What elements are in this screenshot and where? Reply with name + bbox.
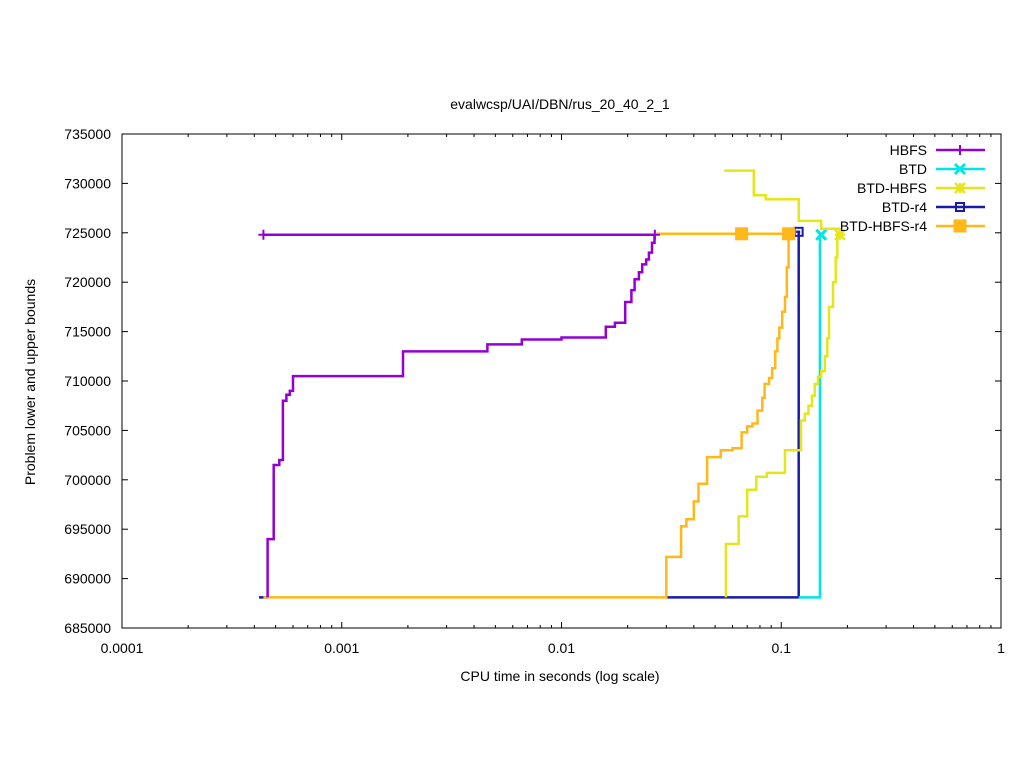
plot-frame xyxy=(121,133,1002,629)
y-tick-label: 735000 xyxy=(64,126,111,142)
legend-label: BTD-HBFS-r4 xyxy=(840,218,927,234)
legend-label: HBFS xyxy=(890,142,927,158)
lower-bound-line-btd-hbfs-r4 xyxy=(263,233,790,599)
point-marker xyxy=(954,182,966,194)
y-tick-label: 725000 xyxy=(64,225,111,241)
series-hbfs xyxy=(258,229,660,598)
y-tick-label: 700000 xyxy=(64,472,111,488)
legend-label: BTD-r4 xyxy=(882,199,927,215)
point-marker xyxy=(955,145,965,155)
lower-bound-line-btd-r4 xyxy=(666,231,800,599)
y-tick-label: 730000 xyxy=(64,175,111,191)
series-group xyxy=(258,169,846,599)
x-tick-label: 0.01 xyxy=(548,640,575,656)
x-tick-label: 0.1 xyxy=(772,640,792,656)
y-tick-label: 715000 xyxy=(64,324,111,340)
y-tick-label: 710000 xyxy=(64,373,111,389)
x-tick-label: 0.001 xyxy=(324,640,359,656)
legend-label: BTD xyxy=(899,161,927,177)
upper-bound-line-btd-hbfs xyxy=(724,169,842,235)
legend: HBFS BTD BTD-HBFS BTD-r4 BTD-HBFS-r4 xyxy=(840,142,985,234)
y-tick-label: 720000 xyxy=(64,274,111,290)
y-tick-label: 695000 xyxy=(64,521,111,537)
y-tick-label: 685000 xyxy=(64,620,111,636)
point-marker xyxy=(815,228,828,241)
legend-item-btd: BTD xyxy=(899,161,985,177)
lower-bound-line-hbfs xyxy=(266,234,656,598)
legend-item-btd-hbfs: BTD-HBFS xyxy=(857,180,985,196)
x-tick-label: 1 xyxy=(997,640,1005,656)
point-marker xyxy=(258,229,269,240)
legend-item-btd-r4: BTD-r4 xyxy=(882,199,985,215)
point-marker xyxy=(834,228,846,241)
series-btd-r4 xyxy=(259,226,804,599)
axes: 0.0001 0.001 0.01 0.1 1 685000 690000 695000 700… xyxy=(64,126,1005,656)
x-axis-label: CPU time in seconds (log scale) xyxy=(460,668,659,684)
point-marker xyxy=(953,219,967,233)
x-tick-label: 0.0001 xyxy=(101,640,144,656)
lower-bound-line-btd xyxy=(798,234,822,599)
y-axis-label: Problem lower and upper bounds xyxy=(22,279,38,485)
point-marker xyxy=(782,227,796,241)
point-marker xyxy=(955,202,965,212)
point-marker xyxy=(649,229,660,240)
point-marker xyxy=(953,162,967,176)
legend-item-btd-hbfs-r4: BTD-HBFS-r4 xyxy=(840,218,985,234)
point-marker xyxy=(735,227,749,241)
lower-bound-line-btd-hbfs xyxy=(724,234,839,598)
series-btd-hbfs-r4 xyxy=(263,227,796,599)
y-tick-label: 705000 xyxy=(64,422,111,438)
series-btd xyxy=(798,228,828,599)
chart-title: evalwcsp/UAI/DBN/rus_20_40_2_1 xyxy=(450,96,670,112)
series-btd-hbfs xyxy=(724,169,846,598)
legend-label: BTD-HBFS xyxy=(857,180,927,196)
legend-item-hbfs: HBFS xyxy=(890,142,985,158)
y-tick-label: 690000 xyxy=(64,571,111,587)
